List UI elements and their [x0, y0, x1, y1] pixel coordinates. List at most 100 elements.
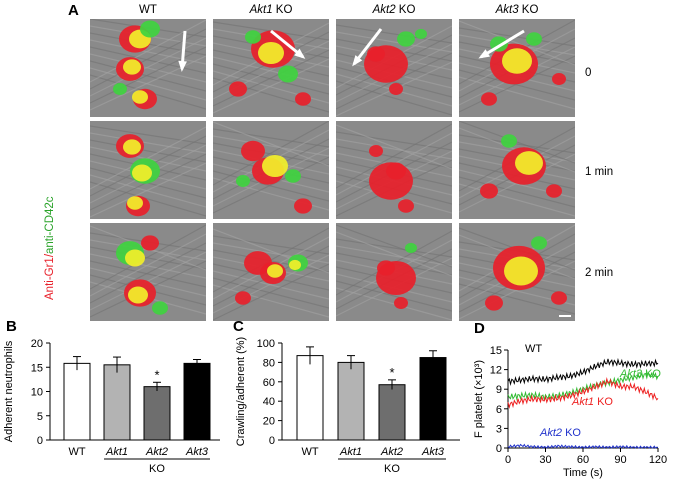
cell-blob	[241, 140, 265, 162]
texture-line	[90, 46, 206, 74]
cell-blob	[394, 297, 408, 309]
cell-blob	[285, 169, 301, 183]
y-tick-label: 10	[31, 387, 43, 399]
cell-blob	[267, 264, 283, 278]
x-tick-label: 60	[577, 454, 589, 466]
chart-d-platelet: 0 3 6 9 12 15 0 30 60 90 120 Time (s) F platelet (×1…	[473, 343, 667, 479]
cell-blob	[278, 65, 298, 83]
texture-line	[459, 176, 575, 208]
texture-line	[90, 37, 206, 97]
texture-line	[90, 174, 206, 208]
texture-line	[336, 31, 452, 53]
texture-line	[213, 121, 329, 186]
micrograph-image	[90, 224, 206, 318]
texture-line	[90, 181, 206, 217]
chart-b-adherent-neutrophils: 0 5 10 15 20 Adherent neutrophils WT Akt1 * Akt2 A…	[3, 338, 220, 475]
flow-arrow-shaft	[480, 29, 525, 59]
texture-line	[213, 156, 329, 214]
micrograph-image	[213, 21, 329, 114]
texture-line	[90, 67, 206, 101]
micrograph-image	[336, 123, 452, 217]
texture-line	[90, 260, 206, 288]
cell-blob	[245, 30, 261, 44]
cell-blob	[551, 291, 567, 305]
micrograph-tile	[336, 19, 452, 117]
row-label-1min: 1 min	[585, 166, 614, 178]
texture-line	[213, 56, 329, 86]
texture-line	[459, 121, 575, 164]
cell-blob	[515, 151, 543, 175]
micrograph-tile	[336, 121, 452, 219]
cell-blob	[504, 256, 538, 286]
x-tick-label: Akt1	[339, 446, 362, 458]
cell-blob	[123, 59, 141, 75]
micrograph-image	[336, 24, 452, 117]
y-tick-label: 15	[31, 362, 43, 374]
flow-arrow-head	[478, 49, 490, 59]
cell-blob	[397, 31, 415, 47]
micrograph-tile	[90, 19, 206, 117]
cell-blob	[502, 48, 532, 74]
micrograph-image	[213, 227, 329, 321]
x-axis-label: Time (s)	[563, 467, 603, 479]
x-axis-label: KO	[384, 463, 400, 475]
stain-side-label: Anti-Gr1/anti-CD42c	[44, 196, 56, 300]
micrograph-image	[459, 19, 575, 113]
texture-line	[90, 126, 206, 190]
y-tick-label: 3	[496, 423, 502, 435]
texture-line	[459, 283, 575, 315]
y-tick-label: 9	[496, 384, 502, 396]
cell-blob	[127, 196, 143, 210]
texture-line	[90, 162, 206, 218]
texture-line	[90, 253, 206, 279]
cell-blob	[552, 73, 566, 85]
texture-line	[336, 131, 452, 151]
texture-line	[213, 235, 329, 255]
x-tick-label: Akt3	[185, 446, 209, 458]
series-label: Akt2 KO	[539, 427, 581, 439]
texture-line	[213, 58, 329, 114]
x-tick-label: Akt2	[145, 446, 168, 458]
cell-blob	[295, 92, 311, 106]
texture-line	[336, 145, 452, 169]
texture-line	[90, 242, 206, 304]
panel-label-b: B	[6, 318, 17, 335]
y-tick-label: 20	[31, 338, 43, 350]
texture-line	[90, 19, 206, 83]
column-header-akt3-ko: Akt3 KO	[495, 4, 539, 16]
texture-line	[459, 76, 575, 110]
micrograph-tile	[213, 19, 329, 117]
bar	[183, 362, 211, 441]
texture-line	[336, 80, 452, 116]
texture-line	[336, 231, 452, 277]
micrograph-image	[336, 224, 452, 321]
cell-blob	[235, 291, 251, 305]
panel-label-a: A	[68, 2, 79, 19]
cell-blob	[132, 90, 148, 104]
texture-line	[213, 263, 329, 321]
cell-blob	[531, 236, 547, 250]
x-tick-label: Akt2	[380, 446, 403, 458]
y-tick-label: 20	[263, 416, 275, 428]
texture-line	[336, 224, 452, 268]
cell-blob	[398, 199, 414, 213]
flow-arrow-head	[352, 55, 363, 67]
x-tick-label: 90	[614, 454, 626, 466]
significance-marker: *	[154, 367, 159, 382]
cell-blob	[229, 81, 247, 97]
texture-line	[90, 55, 206, 111]
texture-line	[459, 134, 575, 154]
texture-line	[459, 20, 575, 66]
bar	[296, 355, 324, 441]
x-tick-label: 0	[505, 454, 511, 466]
texture-line	[213, 121, 329, 167]
cell-blob	[386, 162, 406, 180]
micrograph-image	[90, 19, 206, 111]
texture-line	[336, 138, 452, 160]
x-tick-label: Akt3	[421, 446, 445, 458]
cell-blob	[113, 83, 127, 95]
texture-line	[213, 270, 329, 300]
micrograph-tile	[213, 121, 329, 219]
bar	[419, 357, 447, 441]
texture-line	[213, 49, 329, 107]
